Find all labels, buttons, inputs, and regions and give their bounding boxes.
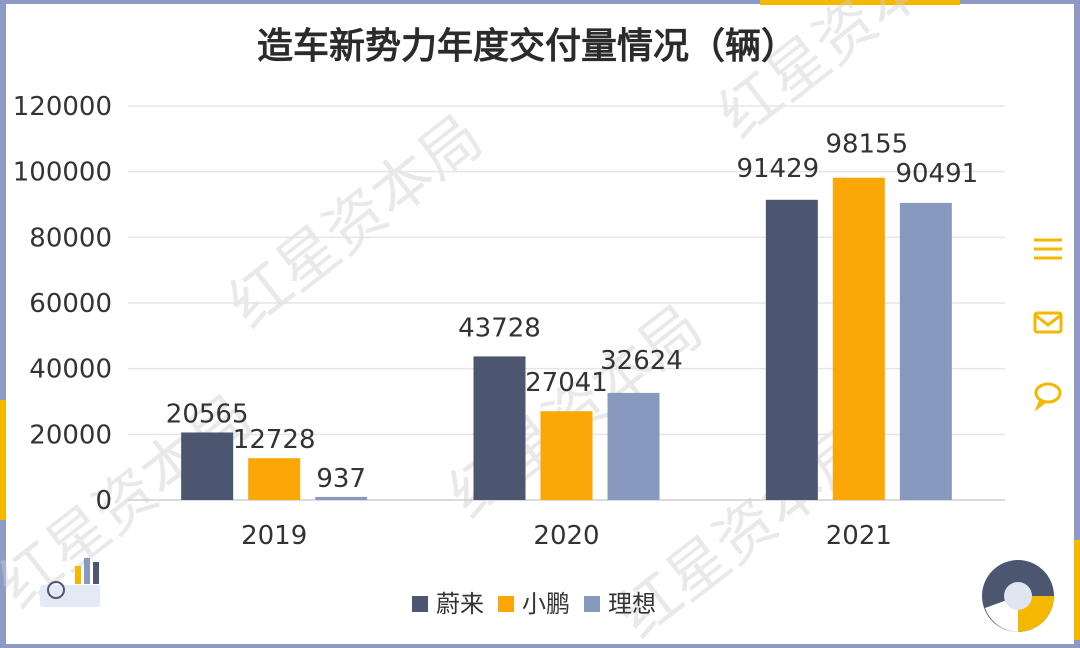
y-tick-label: 60000 <box>29 289 112 319</box>
bar <box>181 432 234 500</box>
x-axis-tick-labels: 2019 2020 2021 <box>241 521 892 551</box>
legend-swatch <box>584 596 600 612</box>
legend-swatch <box>498 596 514 612</box>
y-tick-label: 20000 <box>29 420 112 450</box>
menu-icon[interactable] <box>1034 238 1062 260</box>
bar <box>248 458 301 500</box>
chart-title: 造车新势力年度交付量情况（辆） <box>257 25 797 67</box>
comment-icon[interactable] <box>1034 382 1062 412</box>
bar-layer <box>181 177 952 501</box>
data-label: 90491 <box>895 159 978 189</box>
bar <box>540 411 593 500</box>
watermark-text: 红星资本局 <box>707 0 985 150</box>
donut-illustration-icon <box>982 560 1054 632</box>
legend-label: 蔚来 <box>436 590 484 618</box>
y-tick-label: 0 <box>95 486 112 516</box>
x-tick-label: 2021 <box>826 521 892 551</box>
bar <box>765 199 818 501</box>
bar <box>473 356 526 500</box>
legend-label: 小鹏 <box>522 590 570 618</box>
corner-accent-left <box>0 400 6 520</box>
data-label: 98155 <box>825 130 908 160</box>
y-tick-label: 40000 <box>29 355 112 385</box>
data-label: 12728 <box>233 425 316 455</box>
data-label: 937 <box>316 464 366 494</box>
y-tick-label: 100000 <box>13 158 112 188</box>
data-label: 43728 <box>458 313 541 343</box>
data-label: 27041 <box>525 368 608 398</box>
corner-accent-right <box>1074 540 1080 640</box>
legend-label: 理想 <box>608 590 656 618</box>
data-label: 32624 <box>600 346 683 376</box>
x-tick-label: 2019 <box>241 521 307 551</box>
data-label: 91429 <box>736 154 819 184</box>
x-tick-label: 2020 <box>533 521 599 551</box>
y-tick-label: 80000 <box>29 223 112 253</box>
y-axis-tick-labels: 0 20000 40000 60000 80000 100000 120000 <box>13 92 112 516</box>
watermark-text: 红星资本局 <box>217 103 495 340</box>
data-label: 20565 <box>166 399 249 429</box>
corner-accent-top <box>760 0 960 5</box>
chart-illustration-icon <box>40 558 100 607</box>
bar <box>315 496 368 500</box>
legend-swatch <box>412 596 428 612</box>
mail-icon[interactable] <box>1033 311 1063 334</box>
bar <box>899 202 952 500</box>
bar <box>607 392 660 500</box>
bar <box>832 177 885 500</box>
y-tick-label: 120000 <box>13 92 112 122</box>
legend: 蔚来 小鹏 理想 <box>412 590 656 618</box>
